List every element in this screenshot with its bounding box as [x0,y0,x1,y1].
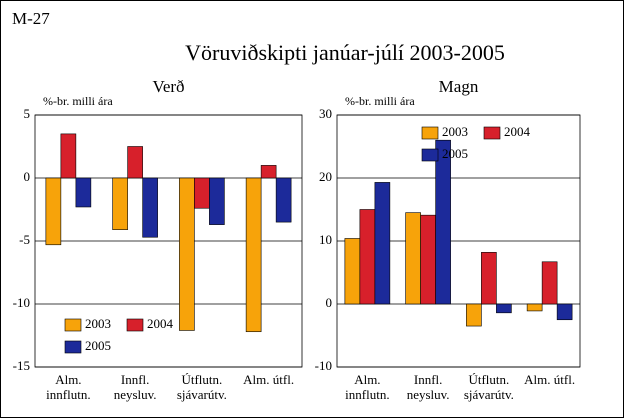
x-tick-label-box: Alm. útfl. [243,372,295,387]
bar [75,177,92,208]
bar [496,303,512,314]
bar [481,252,497,305]
x-tick-label: Alm. innflutn. [345,372,390,402]
bar [179,177,195,331]
chart-title: Magn [439,77,479,96]
legend-label: 2005 [442,146,468,161]
bar [344,238,361,305]
bar [275,177,292,223]
plot-border [34,114,303,368]
x-tick-label-box: Innfl. neysluv. [113,372,157,402]
bar [260,165,277,179]
figure-label: M-27 [12,9,50,28]
bar [45,177,62,246]
x-tick-label: Útflutn. sjávarútv. [176,372,227,402]
bar [556,303,573,321]
bar [359,209,376,305]
x-tick-label-box: Alm. útfl. [524,372,576,387]
bar [374,182,391,305]
x-tick-label: Innfl. neysluv. [406,372,450,402]
bar [245,177,262,333]
y-tick-label: 0 [326,295,333,310]
x-tick-label: Alm. útfl. [243,372,295,387]
x-tick-label: Alm. innflutn. [46,372,91,402]
legend-swatch [64,340,82,354]
bar [60,133,77,179]
legend-label: 2005 [85,338,111,353]
plot-border [336,114,581,368]
bar [435,139,451,305]
x-tick-label: Útflutn. sjávarútv. [463,372,514,402]
chart-title: Verð [152,77,184,96]
legend-label: 2003 [85,316,111,331]
x-tick-label-box: Alm. innflutn. [46,372,91,402]
bar [526,303,543,312]
y-tick-label: -10 [13,295,30,310]
bar [541,261,558,305]
legend-label: 2004 [147,316,174,331]
bar [209,177,225,225]
legend-label: 2004 [504,124,531,139]
legend-swatch [421,148,439,162]
bar [194,177,210,209]
x-tick-label-box: Alm. innflutn. [345,372,390,402]
y-tick-label: 0 [24,169,31,184]
bar [142,177,158,238]
legend-label: 2003 [442,124,468,139]
y-tick-label: 5 [24,106,31,121]
x-tick-label-box: Innfl. neysluv. [406,372,450,402]
bar [112,177,128,230]
bar [466,303,482,327]
y-tick-label: -5 [19,232,30,247]
y-tick-label: 30 [319,106,332,121]
legend-swatch [483,126,501,140]
bar [127,146,143,179]
x-tick-label-box: Útflutn. sjávarútv. [176,372,227,402]
legend-swatch [421,126,439,140]
x-tick-label: Innfl. neysluv. [113,372,157,402]
legend-swatch [126,318,144,332]
bar [405,212,421,305]
figure-title: Vöruviðskipti janúar-júlí 2003-2005 [185,40,505,65]
x-tick-label-box: Útflutn. sjávarútv. [463,372,514,402]
legend-swatch [64,318,82,332]
y-tick-label: 10 [319,232,332,247]
y-axis-label: %-br. milli ára [43,94,113,108]
y-tick-label: 20 [319,169,332,184]
bar [420,214,436,305]
x-tick-label: Alm. útfl. [524,372,576,387]
y-tick-label: -10 [315,358,332,373]
y-tick-label: -15 [13,358,30,373]
y-axis-label: %-br. milli ára [345,94,415,108]
